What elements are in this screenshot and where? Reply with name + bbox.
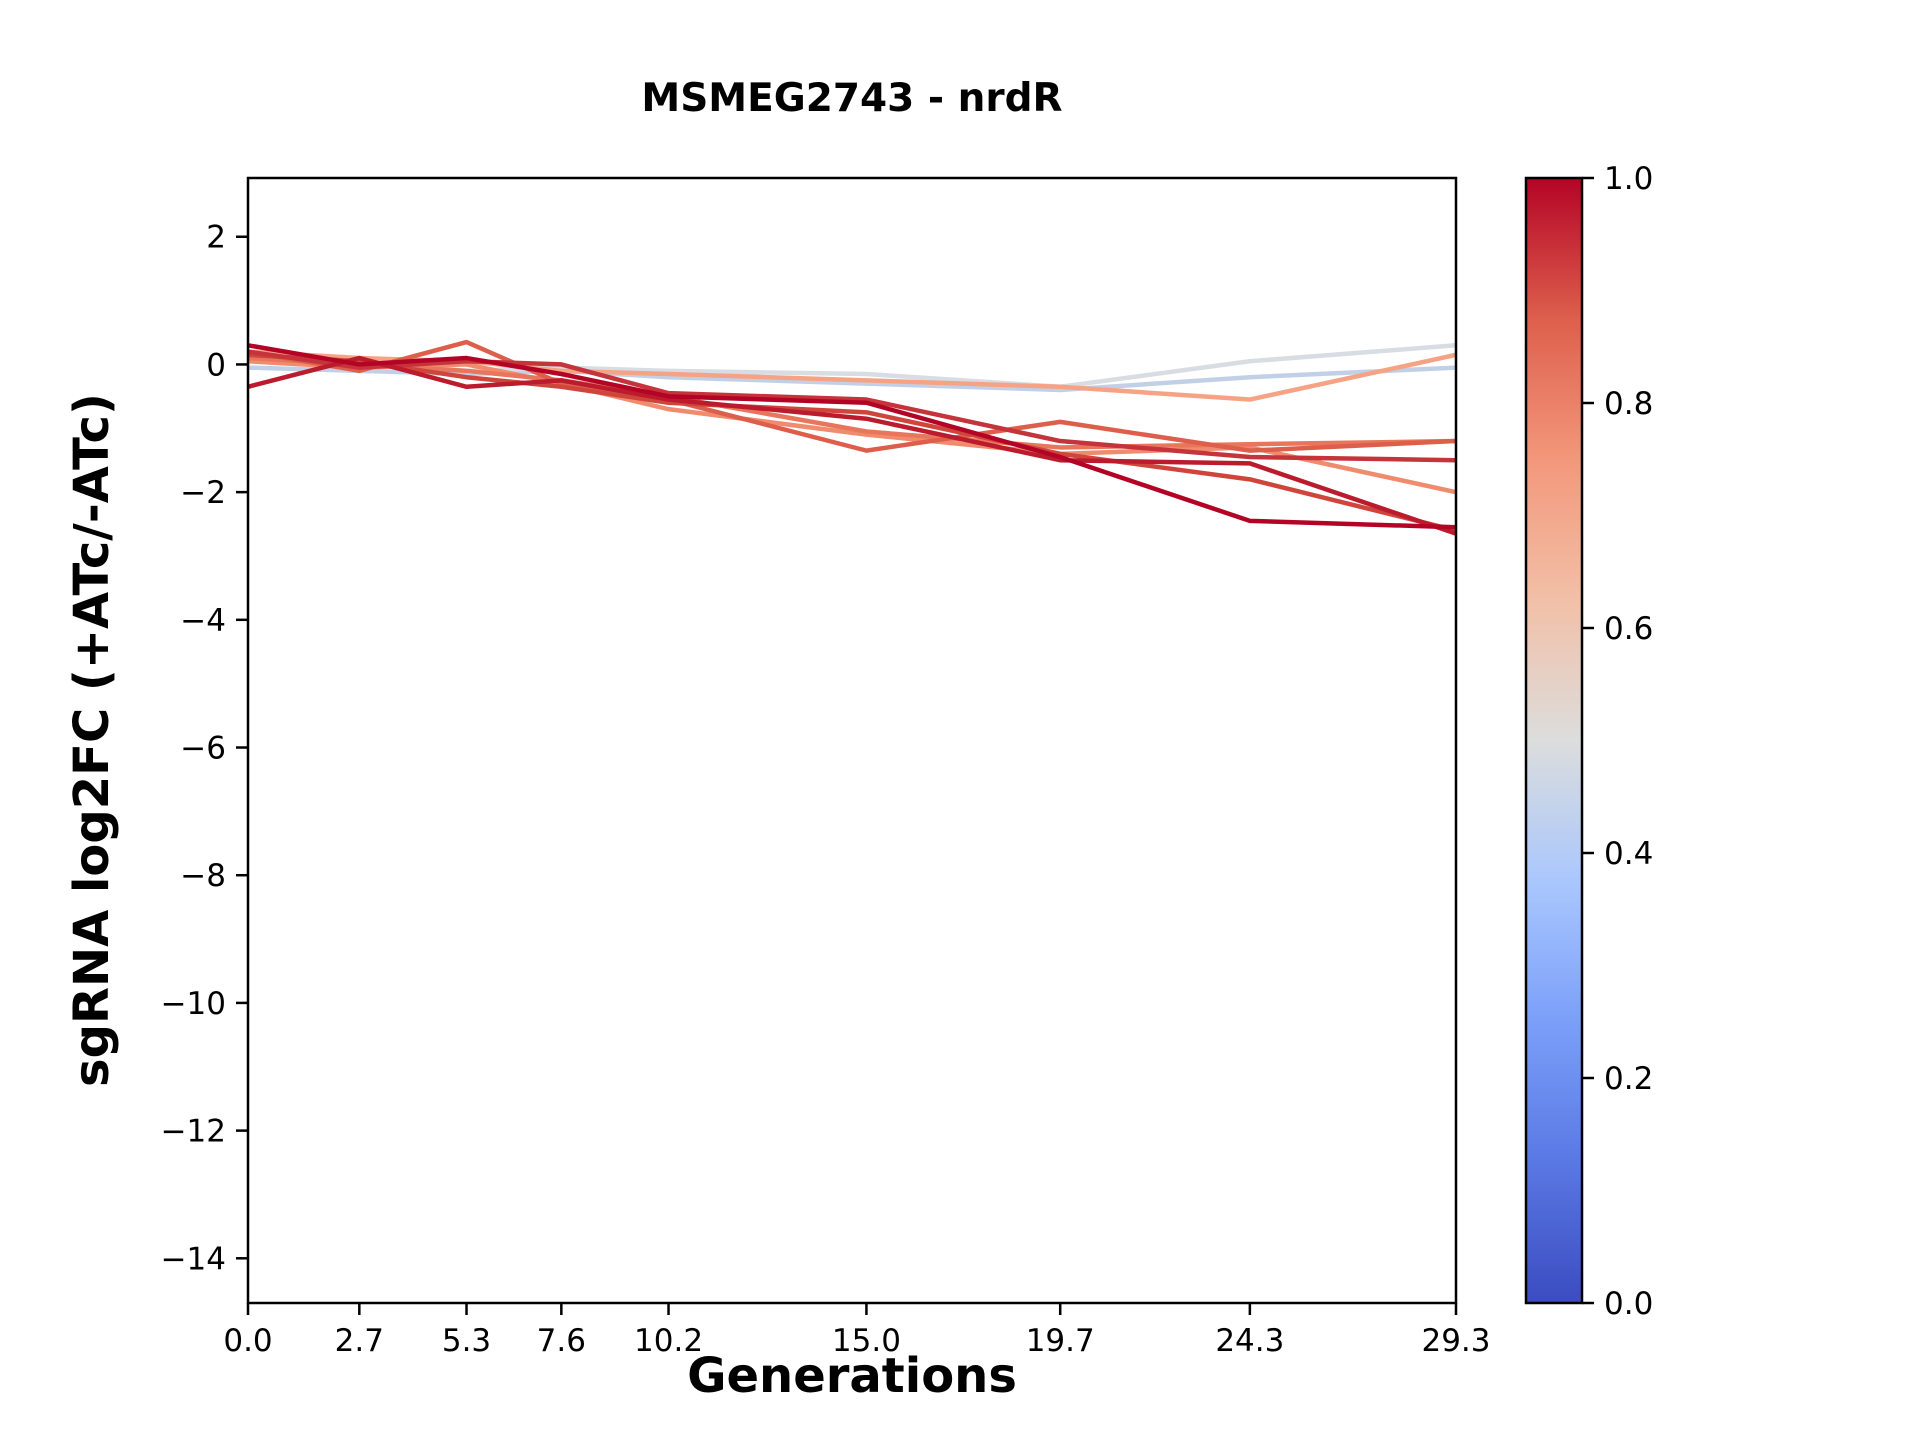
line-series xyxy=(248,355,1456,536)
y-tick-label: −10 xyxy=(161,986,226,1022)
y-tick-label: −4 xyxy=(180,603,226,639)
line-series xyxy=(248,365,1456,393)
y-tick-label: 2 xyxy=(206,220,226,256)
x-tick-label: 24.3 xyxy=(1215,1323,1284,1359)
y-tick-label: −6 xyxy=(180,731,226,767)
x-tick-label: 15.0 xyxy=(832,1323,901,1359)
line-series-group xyxy=(248,339,1456,536)
colorbar-tick-label: 0.8 xyxy=(1604,386,1653,422)
y-tick-label: −8 xyxy=(180,858,226,894)
x-tick-label: 10.2 xyxy=(634,1323,703,1359)
y-tick-label: −12 xyxy=(161,1114,226,1150)
x-tick-label: 0.0 xyxy=(223,1323,272,1359)
x-tick-label: 29.3 xyxy=(1421,1323,1490,1359)
colorbar-tick-label: 0.0 xyxy=(1604,1286,1653,1322)
colorbar-outline xyxy=(1524,176,1584,1305)
colorbar-tick-label: 0.6 xyxy=(1604,611,1653,647)
x-tick-label: 19.7 xyxy=(1026,1323,1095,1359)
y-tick-label: 0 xyxy=(206,347,226,383)
colorbar-tick-label: 0.4 xyxy=(1604,836,1653,872)
x-tick-label: 2.7 xyxy=(335,1323,384,1359)
y-tick-label: −2 xyxy=(180,475,226,511)
colorbar-gradient xyxy=(1526,178,1582,1303)
axes-spines xyxy=(246,176,1458,1305)
colorbar-tick-label: 0.2 xyxy=(1604,1061,1653,1097)
x-tick-label: 5.3 xyxy=(442,1323,491,1359)
y-tick-label: −14 xyxy=(161,1241,226,1277)
colorbar-tick-label: 1.0 xyxy=(1604,161,1653,197)
x-axis-label: Generations xyxy=(687,1348,1017,1404)
chart-title: MSMEG2743 - nrdR xyxy=(641,76,1063,121)
x-tick-label: 7.6 xyxy=(537,1323,586,1359)
line-series xyxy=(248,343,1456,530)
